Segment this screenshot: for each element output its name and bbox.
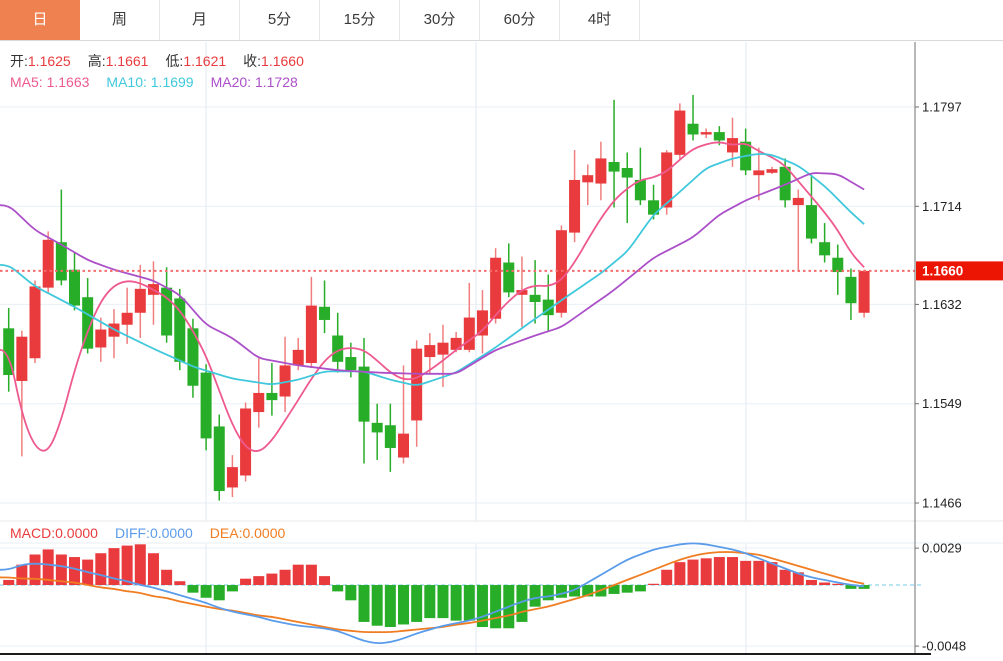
svg-text:1.1632: 1.1632 — [922, 297, 962, 312]
ma-item-2: MA20: 1.1728 — [210, 74, 298, 90]
ma-item-0: MA5: 1.1663 — [10, 74, 90, 90]
tab-日[interactable]: 日 — [0, 0, 80, 40]
ma20-line — [0, 172, 865, 375]
current-price-tag: 1.1660 — [916, 261, 1003, 281]
ma5-line — [0, 141, 865, 452]
svg-text:1.1660: 1.1660 — [922, 263, 963, 278]
candles-layer — [3, 95, 870, 501]
ma-legend: MA5: 1.1663 MA10: 1.1699 MA20: 1.1728 — [10, 74, 315, 90]
price-axis: 1.1797 1.1714 1.1632 1.1549 1.1466 — [914, 42, 962, 653]
tab-4时[interactable]: 4时 — [560, 0, 640, 40]
ohlc-item-1: 高:1.1661 — [87, 53, 149, 69]
ohlc-item-0: 开:1.1625 — [10, 53, 71, 69]
timeframe-tabbar: 日周月 5分 15分 30分 60分 4时 — [0, 0, 1003, 41]
dea-line — [0, 551, 865, 634]
macd-histogram — [3, 544, 870, 629]
svg-text:-0.0048: -0.0048 — [922, 639, 966, 654]
tab-15分[interactable]: 15分 — [320, 0, 400, 40]
macd-legend: MACD:0.0000 DIFF:0.0000 DEA:0.0000 — [10, 525, 302, 541]
diff-line — [0, 542, 865, 645]
ohlc-legend: 开:1.1625 高:1.1661 低:1.1621 收:1.1660 — [10, 51, 321, 71]
svg-text:0.0029: 0.0029 — [922, 541, 962, 556]
ma-item-1: MA10: 1.1699 — [106, 74, 194, 90]
grid-layer — [0, 42, 1003, 653]
tab-5分[interactable]: 5分 — [240, 0, 320, 40]
macd-item-1: DIFF:0.0000 — [114, 525, 193, 541]
ohlc-item-3: 收:1.1660 — [243, 53, 304, 69]
macd-item-2: DEA:0.0000 — [209, 525, 286, 541]
tab-60分[interactable]: 60分 — [480, 0, 560, 40]
svg-text:1.1466: 1.1466 — [922, 496, 962, 511]
tab-月[interactable]: 月 — [160, 0, 240, 40]
ma10-line — [0, 153, 865, 386]
svg-text:1.1714: 1.1714 — [922, 199, 962, 214]
macd-axis: 0.0029 -0.0048 — [915, 541, 966, 654]
ohlc-item-2: 低:1.1621 — [165, 53, 227, 69]
macd-item-0: MACD:0.0000 — [10, 525, 98, 541]
svg-text:1.1549: 1.1549 — [922, 396, 962, 411]
svg-text:1.1797: 1.1797 — [922, 99, 962, 114]
tab-30分[interactable]: 30分 — [400, 0, 480, 40]
tab-周[interactable]: 周 — [80, 0, 160, 40]
